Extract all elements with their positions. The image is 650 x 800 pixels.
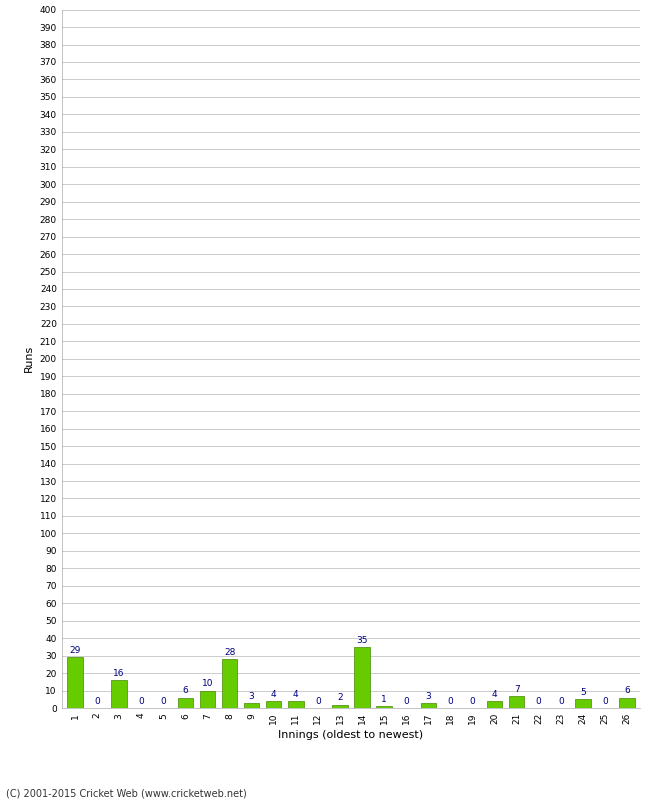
Bar <box>111 680 127 708</box>
Text: 1: 1 <box>382 695 387 704</box>
Text: 0: 0 <box>315 697 320 706</box>
Bar <box>376 706 392 708</box>
Text: 16: 16 <box>113 669 125 678</box>
Text: 0: 0 <box>469 697 475 706</box>
Text: 7: 7 <box>514 685 519 694</box>
Bar <box>421 702 436 708</box>
Bar <box>487 701 502 708</box>
Bar <box>509 696 525 708</box>
Text: 0: 0 <box>161 697 166 706</box>
Bar <box>244 702 259 708</box>
Text: 0: 0 <box>447 697 453 706</box>
Text: 4: 4 <box>271 690 276 699</box>
Bar <box>177 698 193 708</box>
Text: 6: 6 <box>624 686 630 695</box>
Bar <box>332 705 348 708</box>
Bar <box>619 698 635 708</box>
Bar <box>266 701 281 708</box>
Text: 35: 35 <box>356 636 368 645</box>
Bar <box>67 658 83 708</box>
Bar <box>575 699 591 708</box>
Text: 0: 0 <box>404 697 409 706</box>
Text: 6: 6 <box>183 686 188 695</box>
Text: 0: 0 <box>536 697 541 706</box>
Text: 0: 0 <box>138 697 144 706</box>
Text: 10: 10 <box>202 679 213 689</box>
Text: 0: 0 <box>94 697 100 706</box>
Text: 5: 5 <box>580 688 586 697</box>
Text: (C) 2001-2015 Cricket Web (www.cricketweb.net): (C) 2001-2015 Cricket Web (www.cricketwe… <box>6 788 247 798</box>
Text: 4: 4 <box>491 690 497 699</box>
Text: 4: 4 <box>293 690 298 699</box>
Bar <box>200 690 215 708</box>
X-axis label: Innings (oldest to newest): Innings (oldest to newest) <box>278 730 424 740</box>
Bar <box>354 647 370 708</box>
Text: 0: 0 <box>558 697 564 706</box>
Y-axis label: Runs: Runs <box>24 345 34 373</box>
Text: 2: 2 <box>337 694 343 702</box>
Text: 0: 0 <box>602 697 608 706</box>
Bar <box>222 659 237 708</box>
Text: 28: 28 <box>224 648 235 657</box>
Text: 3: 3 <box>425 692 431 701</box>
Text: 29: 29 <box>70 646 81 655</box>
Bar <box>288 701 304 708</box>
Text: 3: 3 <box>249 692 255 701</box>
